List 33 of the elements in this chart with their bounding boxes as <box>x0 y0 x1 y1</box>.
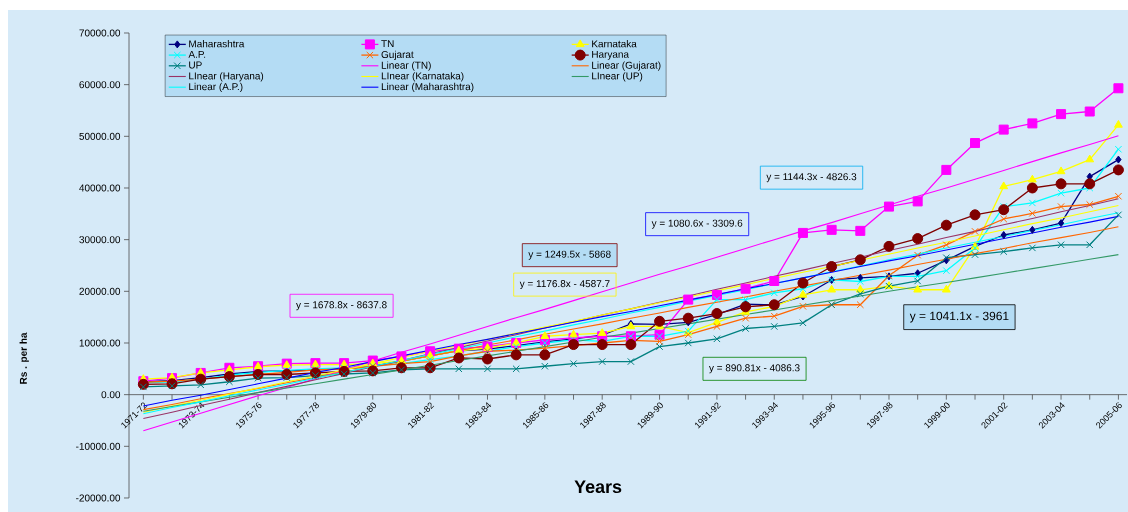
y-tick-label: -20000.00 <box>76 494 121 502</box>
y-tick-label: 70000.00 <box>79 29 121 37</box>
y-tick-label: 20000.00 <box>79 287 121 295</box>
legend-label: A.P. <box>188 50 206 58</box>
legend-label: Karnataka <box>592 40 637 48</box>
annotation: y = 1041.1x - 3961 <box>909 311 1009 323</box>
legend-label: Linear (Gujarat) <box>592 61 661 71</box>
legend-label: TN <box>381 40 394 48</box>
y-tick-label: 30000.00 <box>79 236 121 244</box>
annotation: y = 890.81x - 4086.3 <box>709 364 800 374</box>
y-tick-label: -10000.00 <box>76 442 121 450</box>
y-axis-title: Rs . per ha <box>19 332 29 384</box>
legend-label: LInear (Karnataka) <box>381 72 464 82</box>
legend-label: Maharashtra <box>189 40 245 48</box>
legend-label: LInear (Haryana) <box>189 72 264 82</box>
x-axis-title: Years <box>574 480 622 494</box>
annotation: y = 1080.6x - 3309.6 <box>651 219 743 229</box>
legend-label: Linear (Maharashtra) <box>381 82 474 93</box>
y-tick-label: 0.00 <box>101 391 121 399</box>
legend-label: Haryana <box>592 50 629 60</box>
annotation: y = 1678.8x - 8637.8 <box>296 301 387 311</box>
legend-label: UP <box>189 61 202 69</box>
legend-label: Gujarat <box>381 50 414 61</box>
legend-label: Linear (TN) <box>381 61 431 71</box>
y-tick-label: 60000.00 <box>79 81 121 89</box>
legend-label: LInear (UP) <box>592 72 643 82</box>
annotation: y = 1144.3x - 4826.3 <box>766 173 857 183</box>
annotation: y = 1176.8x - 4587.7 <box>519 280 610 290</box>
legend-label: Linear (A.P.) <box>189 82 243 93</box>
y-tick-label: 40000.00 <box>79 184 121 192</box>
annotation: y = 1249.5x - 5868 <box>528 250 611 260</box>
y-tick-label: 10000.00 <box>79 339 121 347</box>
y-tick-label: 50000.00 <box>79 132 121 140</box>
